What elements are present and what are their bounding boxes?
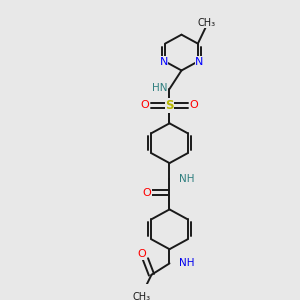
Text: O: O xyxy=(141,100,150,110)
Text: S: S xyxy=(165,99,174,112)
Text: NH: NH xyxy=(179,258,195,268)
Text: O: O xyxy=(137,249,146,259)
Text: O: O xyxy=(189,100,198,110)
Text: N: N xyxy=(159,56,168,67)
Text: N: N xyxy=(195,56,204,67)
Text: NH: NH xyxy=(179,174,195,184)
Text: O: O xyxy=(142,188,151,198)
Text: HN: HN xyxy=(152,82,167,92)
Text: CH₃: CH₃ xyxy=(198,18,216,28)
Text: CH₃: CH₃ xyxy=(133,292,151,300)
